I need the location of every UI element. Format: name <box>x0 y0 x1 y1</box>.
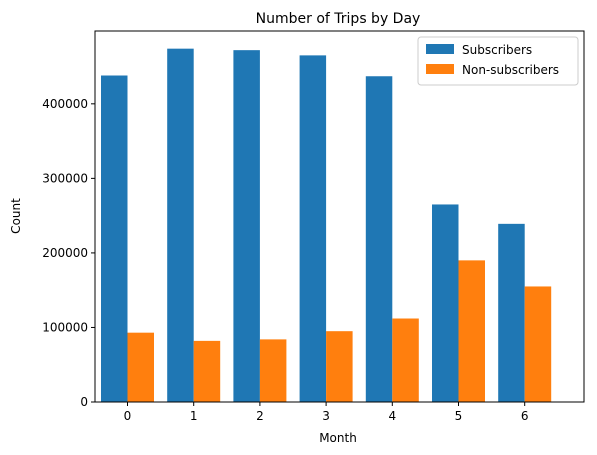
x-tick-label-2: 2 <box>256 409 264 423</box>
bar-non-subscribers-1 <box>193 340 221 402</box>
plot-frame <box>94 30 585 403</box>
y-tick-label-400000: 400000 <box>42 97 88 111</box>
legend-label-non-subscribers: Non-subscribers <box>462 63 559 77</box>
y-tick-label-300000: 300000 <box>42 171 88 185</box>
bar-non-subscribers-0 <box>127 332 154 402</box>
bar-subscribers-6 <box>498 223 525 402</box>
legend-swatch-subscribers <box>426 44 454 54</box>
legend-swatch-non-subscribers <box>426 64 454 74</box>
chart-title: Number of Trips by Day <box>256 11 421 27</box>
x-axis-ticks: 0 1 2 3 4 5 6 <box>124 402 529 423</box>
bar-non-subscribers-4 <box>392 318 419 402</box>
bar-subscribers-1 <box>167 48 194 403</box>
y-tick-label-0: 0 <box>80 395 88 409</box>
legend: Subscribers Non-subscribers <box>417 36 579 86</box>
bar-subscribers-0 <box>101 75 128 403</box>
x-tick-label-3: 3 <box>322 409 330 423</box>
x-tick-label-0: 0 <box>124 409 132 423</box>
x-axis-label: Month <box>319 431 357 445</box>
x-tick-label-1: 1 <box>190 409 198 423</box>
bar-non-subscribers-5 <box>458 260 485 402</box>
bar-non-subscribers-2 <box>259 339 287 402</box>
legend-label-subscribers: Subscribers <box>462 43 532 57</box>
bar-non-subscribers-6 <box>524 286 552 402</box>
bar-subscribers-4 <box>365 76 393 403</box>
y-axis-label: Count <box>9 198 23 234</box>
x-tick-label-6: 6 <box>521 409 529 423</box>
bar-subscribers-5 <box>432 204 459 402</box>
bar-non-subscribers-3 <box>326 331 353 402</box>
bars-layer <box>101 48 552 403</box>
x-tick-label-5: 5 <box>455 409 463 423</box>
y-tick-label-100000: 100000 <box>42 320 88 334</box>
y-tick-label-200000: 200000 <box>42 246 88 260</box>
legend-box <box>417 36 579 86</box>
y-axis-ticks: 0 100000 200000 300000 400000 <box>42 97 95 409</box>
x-tick-label-4: 4 <box>388 409 396 423</box>
bar-subscribers-3 <box>299 55 327 403</box>
bar-subscribers-2 <box>233 50 260 402</box>
